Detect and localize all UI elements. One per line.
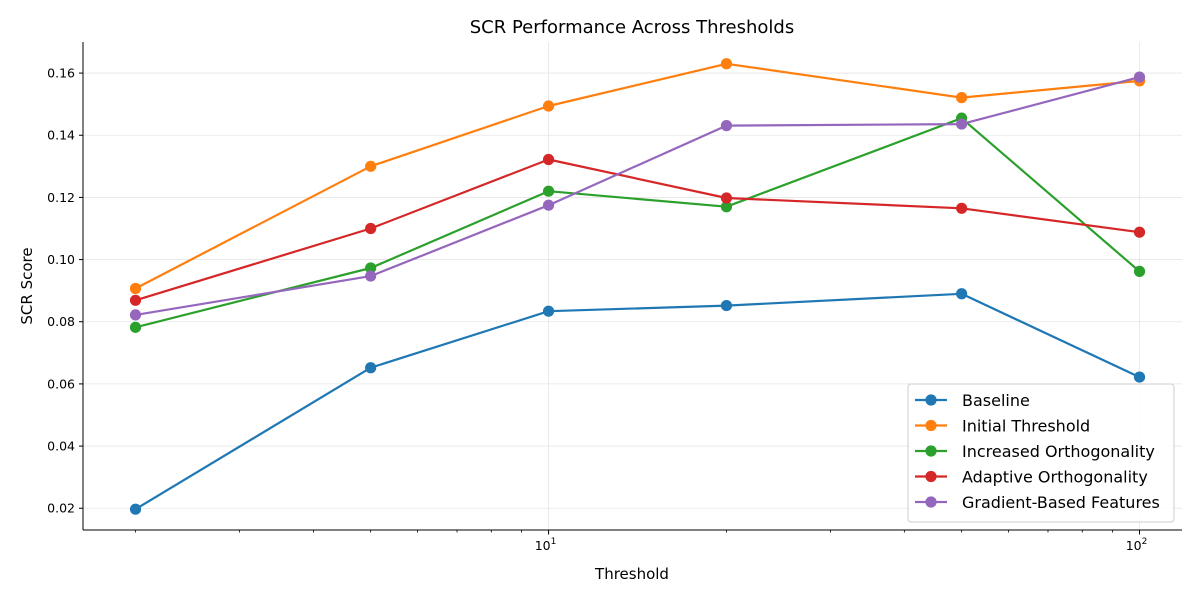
x-tick-label: 101 <box>535 537 557 553</box>
y-tick-label: 0.02 <box>47 501 75 516</box>
legend-entry: Increased Orthogonality <box>962 442 1155 461</box>
y-tick-label: 0.10 <box>47 252 75 267</box>
legend-entry: Initial Threshold <box>962 417 1090 436</box>
legend-entry: Gradient-Based Features <box>962 493 1160 512</box>
y-tick-label: 0.14 <box>47 128 75 143</box>
data-point <box>1133 371 1146 383</box>
data-point <box>542 199 555 211</box>
legend: Baseline Initial Threshold Increased Ortho… <box>907 383 1175 523</box>
legend-marker <box>925 419 937 432</box>
data-point <box>129 282 142 295</box>
y-tick-label: 0.06 <box>47 376 75 391</box>
series-line-3 <box>135 158 1140 302</box>
series-line-1 <box>134 62 1140 290</box>
legend-box <box>907 383 1175 523</box>
chart-title: SCR Performance Across Thresholds <box>470 17 794 38</box>
data-point <box>720 120 733 132</box>
y-tick-label: 0.04 <box>47 439 75 454</box>
data-point <box>542 100 555 112</box>
data-point <box>365 262 377 274</box>
data-point <box>720 192 733 204</box>
x-axis-label: Threshold <box>594 565 669 583</box>
data-point <box>720 299 733 312</box>
y-axis-label: SCR Score <box>18 247 36 324</box>
y-tick-label: 0.12 <box>47 190 75 205</box>
x-tick-label: 102 <box>1126 537 1148 553</box>
legend-marker <box>925 394 937 406</box>
data-point <box>720 58 733 70</box>
data-point <box>129 309 142 321</box>
data-point <box>720 201 733 213</box>
data-point <box>956 288 968 300</box>
legend-entry: Baseline <box>962 391 1030 410</box>
data-point <box>1133 226 1146 238</box>
data-point <box>956 92 968 104</box>
data-point <box>956 118 968 130</box>
data-point <box>365 362 377 374</box>
data-point <box>542 153 555 166</box>
data-point <box>956 202 968 214</box>
legend-entry: Adaptive Orthogonality <box>962 468 1148 487</box>
data-point <box>129 503 142 515</box>
series-line-4 <box>135 76 1140 316</box>
data-point <box>129 294 142 306</box>
data-point <box>365 270 377 282</box>
y-tick-label: 0.08 <box>47 314 75 329</box>
data-point <box>365 160 377 172</box>
series-line-2 <box>135 117 1141 329</box>
series-layer <box>129 58 1146 515</box>
axes-layer: 0.02 0.04 0.06 0.08 0.10 0.12 0.14 0.16 101 102 <box>47 42 1182 553</box>
y-tick-label: 0.16 <box>47 66 75 81</box>
data-point <box>542 305 555 317</box>
series-line-0 <box>134 292 1140 511</box>
data-point <box>1133 265 1146 277</box>
data-point <box>542 185 555 197</box>
data-point <box>1133 71 1146 83</box>
data-point <box>129 321 142 333</box>
legend-marker <box>925 496 937 508</box>
legend-marker <box>925 470 937 483</box>
data-point <box>365 222 377 235</box>
legend-marker <box>925 445 937 457</box>
